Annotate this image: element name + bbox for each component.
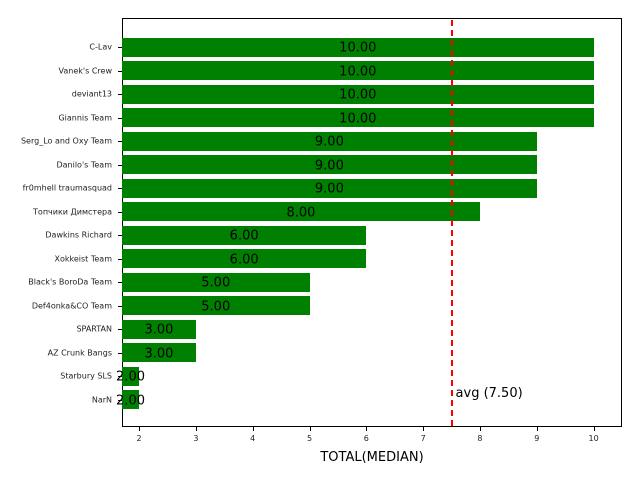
bar-value-label: 10.00	[339, 111, 377, 127]
x-tick	[309, 427, 311, 431]
y-tick	[118, 235, 122, 237]
bar	[122, 202, 480, 222]
y-axis-label: C-Lav	[89, 42, 112, 52]
bar-value-label: 6.00	[229, 228, 259, 244]
y-tick	[118, 70, 122, 72]
y-axis-label: AZ Crunk Bangs	[47, 348, 112, 358]
x-tick	[252, 427, 254, 431]
x-tick-label: 4	[250, 434, 256, 443]
y-tick	[118, 282, 122, 284]
y-tick	[118, 258, 122, 260]
y-axis-label: SPARTAN	[76, 324, 112, 334]
bar-value-label: 2.00	[116, 369, 145, 385]
bar-value-label: 10.00	[339, 40, 377, 56]
x-tick	[195, 427, 197, 431]
y-tick	[118, 376, 122, 378]
y-axis-label: Vanek's Crew	[58, 66, 112, 76]
x-tick	[366, 427, 368, 431]
y-tick	[118, 211, 122, 213]
bar	[122, 225, 367, 245]
y-axis-label: Starbury SLS	[60, 371, 112, 381]
y-tick	[118, 352, 122, 354]
x-tick-label: 5	[306, 434, 313, 443]
bar-value-label: 9.00	[314, 134, 344, 150]
x-axis-title: TOTAL(MEDIAN)	[320, 450, 424, 465]
bar-value-label: 5.00	[201, 275, 231, 291]
y-tick	[118, 94, 122, 96]
y-tick	[118, 117, 122, 119]
y-tick	[118, 164, 122, 166]
y-axis-label: Топчики Димстера	[33, 207, 112, 217]
bar-value-label: 5.00	[201, 299, 231, 315]
bar-value-label: 3.00	[144, 346, 174, 362]
x-tick-label: 8	[477, 434, 483, 443]
x-tick-label: 10	[588, 434, 599, 443]
x-tick	[536, 427, 538, 431]
x-tick-label: 6	[363, 434, 369, 443]
bar-value-label: 9.00	[314, 181, 344, 197]
bar-value-label: 2.00	[116, 393, 145, 409]
average-reference-line	[450, 20, 453, 426]
x-tick-label: 7	[420, 434, 426, 443]
y-axis-label: Xokkeist Team	[54, 254, 113, 264]
y-tick	[118, 329, 122, 331]
y-axis-label: fr0mhell traumasquad	[22, 183, 112, 193]
y-tick	[118, 305, 122, 307]
y-tick	[118, 188, 122, 190]
y-axis-label: Dawkins Richard	[45, 230, 112, 240]
bar	[122, 366, 140, 386]
bar	[122, 319, 196, 339]
y-axis-label: deviant13	[71, 89, 112, 99]
bar-value-label: 8.00	[286, 205, 316, 221]
x-tick	[423, 427, 425, 431]
bar	[122, 155, 537, 175]
x-tick	[479, 427, 481, 431]
y-tick	[118, 141, 122, 143]
bar	[122, 84, 594, 104]
bar	[122, 37, 594, 57]
x-tick-label: 3	[193, 434, 199, 443]
y-axis-label: NarN	[91, 395, 112, 405]
y-tick	[118, 399, 122, 401]
x-tick	[593, 427, 595, 431]
bar-value-label: 9.00	[314, 158, 344, 174]
y-tick	[118, 47, 122, 48]
y-axis-label: Def4onka&CO Team	[31, 301, 112, 311]
bar	[122, 390, 140, 410]
bar-value-label: 10.00	[339, 87, 377, 103]
plot-area	[122, 18, 622, 427]
y-axis-label: Black's BoroDa Team	[28, 277, 112, 287]
bar	[122, 178, 537, 198]
bar	[122, 343, 196, 363]
bar	[122, 61, 594, 81]
bar-value-label: 3.00	[144, 322, 174, 338]
bar-value-label: 10.00	[339, 64, 377, 80]
bar	[122, 296, 310, 316]
y-axis-label: Serg_Lo and Oxy Team	[20, 136, 112, 146]
x-tick-label: 2	[136, 434, 142, 443]
x-tick-label: 9	[534, 434, 540, 443]
bar	[122, 249, 367, 269]
bar-value-label: 6.00	[229, 252, 259, 268]
bar	[122, 272, 310, 292]
y-axis-label: Danilo's Team	[56, 160, 112, 170]
x-tick	[139, 427, 141, 431]
bar	[122, 108, 594, 128]
bar	[122, 131, 537, 151]
y-axis-label: Giannis Team	[58, 113, 112, 123]
average-label: avg (7.50)	[455, 386, 523, 401]
